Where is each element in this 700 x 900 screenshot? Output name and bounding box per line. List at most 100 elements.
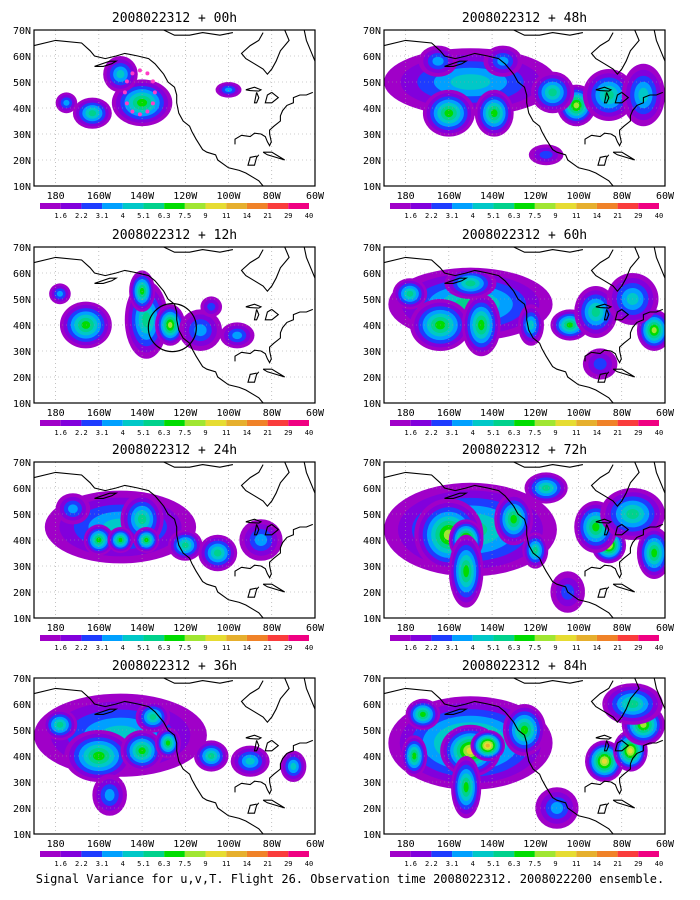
colorbar-label: 29 (634, 429, 642, 437)
map-panel-0: 2008022312 + 00h 70N 60N 50N 40N 30N 20N 10N 180… (13, 11, 325, 220)
coastline-segment (253, 524, 260, 536)
lat-tick-label: 30N (363, 130, 381, 141)
colorbar-swatch (410, 420, 432, 426)
coastline (34, 462, 315, 618)
colorbar-swatch (267, 851, 289, 857)
colorbar-swatch (617, 203, 639, 209)
lon-tick-label: 80W (613, 839, 632, 850)
lat-tick-label: 40N (13, 536, 31, 547)
lon-tick-label: 80W (263, 191, 282, 202)
lat-tick-label: 50N (363, 78, 381, 89)
coastline-segment (247, 371, 260, 383)
colorbar-label: 21 (263, 644, 271, 652)
colorbar-swatch (102, 203, 123, 209)
colorbar-label: 14 (243, 212, 251, 220)
contour-region (463, 782, 469, 793)
contour-region (88, 110, 97, 117)
lat-tick-label: 40N (13, 104, 31, 115)
coastline-segment (94, 60, 119, 67)
lat-tick-label: 30N (363, 562, 381, 573)
lon-tick-label: 80W (613, 408, 632, 419)
lon-tick-label: 60W (306, 191, 325, 202)
colorbar-label: 2.2 (75, 860, 88, 868)
colorbar-label: 2.2 (425, 644, 438, 652)
colorbar-label: 21 (613, 644, 621, 652)
colorbar-label: 6.3 (158, 860, 171, 868)
colorbar-label: 9 (553, 212, 557, 220)
colorbar-swatch (493, 635, 515, 641)
colorbar-label: 29 (284, 644, 292, 652)
coastline-segment (653, 247, 665, 279)
coastline-segment (384, 39, 614, 186)
coastline-segment (612, 368, 635, 378)
coastline-segment (614, 523, 630, 536)
colorbar-swatch (122, 635, 144, 641)
contour-region (463, 565, 470, 578)
contour-region (56, 721, 64, 728)
coastline-segment (590, 462, 640, 508)
colorbar-swatch (246, 420, 268, 426)
coastline-segment (34, 256, 264, 403)
lat-tick-label: 10N (363, 614, 381, 625)
contour-region (593, 358, 607, 370)
graticule (34, 678, 316, 834)
coastline-segment (240, 247, 290, 293)
contour-region (485, 743, 490, 748)
map-frame (383, 29, 666, 187)
colorbar-label: 14 (243, 429, 251, 437)
colorbar-label: 11 (222, 644, 230, 652)
colorbar-swatch (102, 635, 123, 641)
coastline (384, 462, 665, 618)
contour-region (412, 752, 417, 760)
lon-tick-label: 180 (397, 623, 415, 634)
lat-tick-label: 20N (363, 804, 381, 815)
contour-region (465, 280, 476, 287)
coastline-segment (245, 303, 263, 309)
coastline-segment (595, 303, 613, 309)
coastline-segment (597, 802, 610, 814)
colorbar-swatch (81, 203, 103, 209)
lat-tick-label: 40N (363, 321, 381, 332)
map-frame (383, 246, 666, 404)
colorbar-swatch (226, 635, 247, 641)
lat-tick-label: 30N (363, 778, 381, 789)
colorbar-swatch (184, 635, 206, 641)
lat-tick-label: 60N (13, 269, 31, 280)
observation-dot (152, 90, 157, 95)
lon-tick-label: 120W (173, 408, 198, 419)
coastline-segment (253, 740, 260, 752)
colorbar-label: 40 (305, 212, 313, 220)
colorbar-swatch (431, 420, 453, 426)
coastline-segment (444, 492, 469, 499)
lat-tick-label: 60N (363, 52, 381, 63)
colorbar-label: 40 (655, 860, 663, 868)
colorbar-swatch (81, 635, 103, 641)
colorbar-swatch (226, 851, 247, 857)
colorbar-swatch (60, 851, 82, 857)
lon-tick-label: 160W (87, 623, 112, 634)
colorbar-swatch (493, 203, 515, 209)
variance-field (384, 30, 665, 186)
colorbar-swatch (410, 203, 432, 209)
lat-tick-label: 20N (13, 804, 31, 815)
colorbar-label: 21 (263, 860, 271, 868)
colorbar-label: 40 (655, 429, 663, 437)
contour-region (591, 306, 601, 318)
coastline-segment (264, 91, 280, 104)
coastline-segment (163, 462, 234, 468)
lon-tick-label: 100W (566, 839, 591, 850)
coastline-segment (303, 30, 315, 62)
colorbar-label: 9 (203, 860, 207, 868)
lat-tick-label: 70N (363, 26, 381, 37)
lon-tick-label: 180 (397, 839, 415, 850)
colorbar-label: 21 (613, 212, 621, 220)
colorbar-swatch (205, 203, 227, 209)
lat-tick-label: 10N (13, 399, 31, 410)
contour-region (116, 70, 125, 79)
coastline-segment (240, 678, 290, 724)
colorbar-swatch (576, 635, 597, 641)
coastline-segment (584, 91, 664, 147)
colorbar-label: 40 (655, 644, 663, 652)
coastline-segment (94, 492, 119, 499)
coastline-segment (584, 523, 664, 579)
